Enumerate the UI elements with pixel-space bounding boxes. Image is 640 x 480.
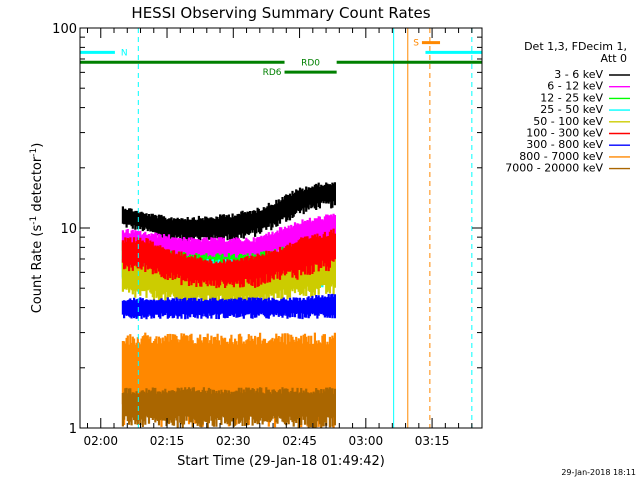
- series-trace: [121, 182, 336, 242]
- x-tick-label: 03:15: [415, 434, 450, 448]
- legend-label: 800 - 7000 keV: [519, 150, 603, 163]
- overlay-area: N RD0 RD6 S: [80, 28, 482, 428]
- series-300-800kev: [121, 293, 336, 320]
- legend-header: Det 1,3, FDecim 1,: [524, 40, 627, 53]
- series-trace: [121, 387, 336, 428]
- series-trace: [121, 293, 336, 320]
- legend-label: 25 - 50 keV: [540, 103, 603, 116]
- legend-label: 300 - 800 keV: [526, 138, 603, 151]
- interval-label: S: [413, 39, 419, 49]
- footer-timestamp: 29-Jan-2018 18:11: [561, 468, 636, 477]
- x-tick-label: 03:00: [349, 434, 384, 448]
- chart-title: HESSI Observing Summary Count Rates: [131, 4, 430, 22]
- legend-label: 100 - 300 keV: [526, 127, 603, 140]
- y-tick-label: 10: [60, 222, 77, 237]
- y-axis-label: Count Rate (s-1 detector-1): [29, 143, 45, 314]
- data-area: [121, 182, 336, 428]
- legend-label: 7000 - 20000 keV: [505, 162, 603, 175]
- legend-header: Att 0: [601, 52, 627, 65]
- series-trace: [121, 332, 336, 428]
- series-100-300kev: [121, 228, 336, 289]
- y-tick-label: 1: [69, 422, 77, 437]
- series-7000-20000kev: [121, 387, 336, 428]
- x-tick-label: 02:45: [282, 434, 317, 448]
- series-trace: [121, 228, 336, 289]
- x-tick-label: 02:00: [83, 434, 118, 448]
- x-tick-label: 02:15: [150, 434, 185, 448]
- x-axis-label: Start Time (29-Jan-18 01:49:42): [177, 454, 385, 469]
- legend-label: 6 - 12 keV: [547, 80, 603, 93]
- series-800-7000kev: [121, 332, 336, 428]
- interval-label: RD0: [301, 58, 320, 68]
- interval-label: N: [121, 48, 128, 58]
- y-tick-label: 100: [52, 22, 77, 37]
- x-tick-label: 02:30: [216, 434, 251, 448]
- series-3-6kev: [121, 182, 336, 242]
- legend-label: 3 - 6 keV: [554, 68, 603, 81]
- legend-label: 12 - 25 keV: [540, 91, 603, 104]
- interval-label: RD6: [263, 68, 282, 78]
- axes: 02:00 02:15 02:30 02:45 03:00 03:15 1 10 100: [52, 22, 482, 448]
- legend-label: 50 - 100 keV: [533, 115, 603, 128]
